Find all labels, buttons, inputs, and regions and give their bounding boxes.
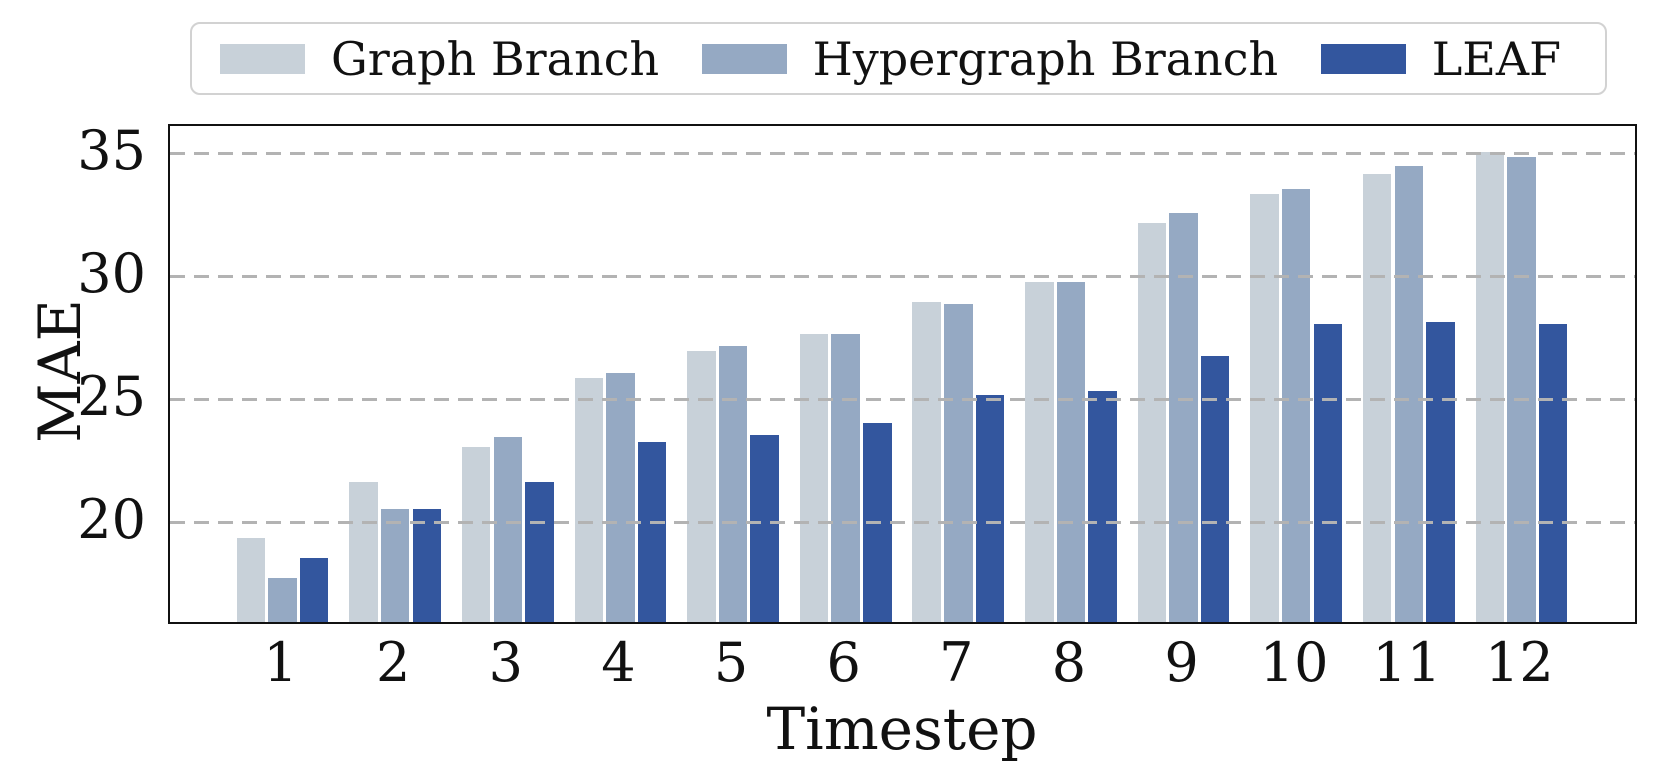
x-tick-label-2: 2 <box>376 631 411 694</box>
bar-hypergraph-branch-t1 <box>268 577 297 622</box>
bar-hypergraph-branch-t8 <box>1056 282 1086 622</box>
bar-hypergraph-branch-t5 <box>718 346 748 622</box>
bar-leaf-t11 <box>1426 321 1455 622</box>
bar-hypergraph-branch-t7 <box>944 304 973 622</box>
gridline-y35 <box>170 151 1635 155</box>
bar-graph-branch-t4 <box>574 378 604 622</box>
bar-graph-branch-t12 <box>1475 151 1505 622</box>
bar-leaf-t12 <box>1538 324 1568 622</box>
x-tick-label-7: 7 <box>939 631 974 694</box>
legend-label: Hypergraph Branch <box>812 31 1279 86</box>
bar-leaf-t4 <box>637 442 667 622</box>
x-axis-title: Timestep <box>766 695 1038 763</box>
bar-graph-branch-t10 <box>1250 193 1279 622</box>
legend: Graph Branch Hypergraph Branch LEAF <box>190 22 1607 95</box>
bar-graph-branch-t7 <box>912 301 941 622</box>
x-tick-label-11: 11 <box>1372 631 1442 694</box>
bar-graph-branch-t2 <box>349 481 378 622</box>
x-tick-label-12: 12 <box>1485 631 1554 694</box>
y-tick-label-20: 20 <box>77 488 146 552</box>
bar-graph-branch-t8 <box>1025 282 1054 622</box>
legend-item-leaf: LEAF <box>1320 31 1561 86</box>
bar-leaf-t2 <box>412 508 442 622</box>
bar-leaf-t7 <box>975 395 1005 622</box>
legend-swatch-icon <box>220 43 305 74</box>
legend-item-graph-branch: Graph Branch <box>220 36 659 82</box>
y-tick-label-25: 25 <box>77 365 146 429</box>
legend-label: LEAF <box>1431 31 1561 86</box>
bar-leaf-t1 <box>299 557 329 622</box>
bar-leaf-t10 <box>1313 324 1342 622</box>
x-tick-label-9: 9 <box>1164 631 1199 694</box>
bar-graph-branch-t9 <box>1137 223 1167 622</box>
bar-hypergraph-branch-t11 <box>1394 166 1424 622</box>
x-tick-label-6: 6 <box>826 631 861 694</box>
bar-graph-branch-t3 <box>461 447 491 622</box>
y-tick-label-35: 35 <box>77 119 146 183</box>
gridline-y30 <box>170 274 1635 278</box>
x-tick-label-1: 1 <box>263 631 298 694</box>
x-tick-label-10: 10 <box>1259 631 1329 694</box>
bar-leaf-t9 <box>1200 356 1230 622</box>
bar-leaf-t5 <box>750 434 779 622</box>
bar-graph-branch-t1 <box>236 538 266 622</box>
x-tick-label-5: 5 <box>713 631 749 694</box>
legend-swatch-icon <box>1320 43 1406 74</box>
bar-hypergraph-branch-t4 <box>606 373 635 622</box>
y-axis-title: MAE <box>26 299 94 443</box>
x-tick-label-3: 3 <box>488 631 524 694</box>
gridline-y25 <box>170 397 1635 401</box>
bar-hypergraph-branch-t12 <box>1507 156 1536 622</box>
bar-leaf-t3 <box>525 481 554 622</box>
legend-label: Graph Branch <box>331 31 660 86</box>
legend-swatch-icon <box>701 43 787 74</box>
bar-hypergraph-branch-t3 <box>493 437 523 622</box>
legend-item-hypergraph-branch: Hypergraph Branch <box>701 31 1279 86</box>
bar-leaf-t8 <box>1088 390 1117 622</box>
bar-graph-branch-t5 <box>687 351 716 622</box>
y-tick-label-30: 30 <box>77 242 146 306</box>
x-tick-label-4: 4 <box>601 631 636 694</box>
bar-hypergraph-branch-t2 <box>380 508 410 622</box>
x-tick-label-8: 8 <box>1051 631 1087 694</box>
bar-hypergraph-branch-t10 <box>1281 188 1311 622</box>
bar-graph-branch-t6 <box>799 333 829 622</box>
bar-hypergraph-branch-t9 <box>1169 213 1198 622</box>
gridline-y20 <box>170 520 1635 524</box>
plot-area <box>168 124 1637 624</box>
bar-hypergraph-branch-t6 <box>831 333 860 622</box>
